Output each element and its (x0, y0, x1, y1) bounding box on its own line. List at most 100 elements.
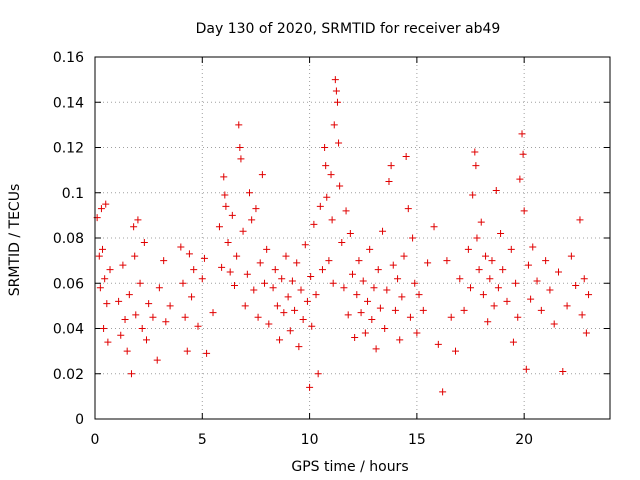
y-tick-label: 0.06 (53, 276, 84, 292)
data-point (119, 261, 127, 269)
data-point (282, 252, 290, 260)
data-point (258, 171, 266, 179)
data-point (200, 254, 208, 262)
data-point (409, 234, 417, 242)
data-point (115, 297, 123, 305)
data-point (383, 286, 391, 294)
data-point (578, 311, 586, 319)
data-point (228, 211, 236, 219)
chart-title: Day 130 of 2020, SRMTID for receiver ab4… (196, 21, 501, 37)
data-point (331, 76, 339, 84)
data-point (125, 291, 133, 299)
data-point (310, 220, 318, 228)
data-point (387, 162, 395, 170)
data-point (346, 229, 354, 237)
data-point (522, 365, 530, 373)
data-point (209, 309, 217, 317)
data-point (376, 304, 384, 312)
data-point (349, 270, 356, 278)
data-point (136, 279, 144, 287)
data-point (243, 270, 251, 278)
data-point (370, 284, 378, 292)
x-tick-label: 15 (408, 432, 426, 448)
data-point (239, 227, 247, 235)
data-point (263, 245, 271, 253)
x-axis-tick-labels: 0 5 10 15 20 (91, 432, 534, 448)
data-point (276, 336, 284, 344)
data-point (559, 367, 567, 375)
data-point (368, 315, 376, 323)
data-point (439, 388, 447, 396)
y-tick-label: 0.16 (53, 50, 84, 66)
y-tick-label: 0.04 (53, 322, 84, 338)
data-point (467, 284, 475, 292)
data-point (330, 121, 338, 129)
data-point (329, 279, 337, 287)
data-point (546, 286, 554, 294)
data-point (224, 239, 232, 247)
data-point (353, 291, 361, 299)
data-point (162, 318, 170, 326)
data-point (361, 329, 369, 337)
data-point (379, 227, 387, 235)
data-point (332, 87, 340, 95)
grid (94, 56, 610, 420)
data-point (134, 216, 142, 224)
data-point (464, 245, 472, 253)
data-point (443, 257, 451, 265)
data-point (411, 279, 419, 287)
data-point (99, 245, 107, 253)
data-point (132, 311, 140, 319)
data-point (344, 311, 352, 319)
data-point (308, 322, 316, 330)
data-point (413, 329, 421, 337)
data-point (555, 268, 562, 276)
data-point (314, 370, 322, 378)
data-point (572, 282, 580, 290)
y-tick-label: 0.02 (53, 367, 84, 383)
data-point (312, 291, 320, 299)
data-point (221, 191, 229, 199)
data-point (256, 259, 264, 267)
data-point (524, 261, 532, 269)
data-point (321, 144, 329, 151)
data-point (415, 291, 423, 299)
data-point (402, 153, 410, 161)
data-point (359, 277, 367, 285)
data-point (226, 268, 234, 276)
data-point (490, 302, 498, 310)
data-point (456, 275, 464, 283)
data-point (473, 234, 481, 242)
data-point (233, 252, 241, 260)
data-point (166, 302, 174, 310)
data-point (533, 277, 541, 285)
data-point (254, 313, 262, 321)
data-point (301, 241, 309, 249)
data-point (492, 186, 500, 194)
data-point (307, 272, 315, 280)
data-point (394, 275, 402, 283)
data-point (235, 121, 243, 129)
data-point (215, 223, 223, 231)
data-point (160, 257, 168, 265)
data-point (288, 277, 296, 285)
data-point (477, 218, 485, 226)
data-point (509, 338, 517, 346)
data-point (396, 336, 404, 344)
data-point (130, 223, 138, 231)
data-point (250, 286, 258, 294)
data-point (452, 347, 459, 355)
data-point (460, 306, 468, 314)
data-point (121, 315, 129, 323)
data-point (96, 284, 104, 292)
data-point (145, 300, 153, 308)
data-point (333, 98, 341, 106)
data-point (542, 257, 550, 265)
data-point (248, 216, 256, 224)
data-point (484, 318, 492, 326)
data-point (514, 313, 522, 321)
data-point (183, 347, 191, 355)
data-point (499, 266, 507, 274)
data-point (351, 334, 359, 342)
